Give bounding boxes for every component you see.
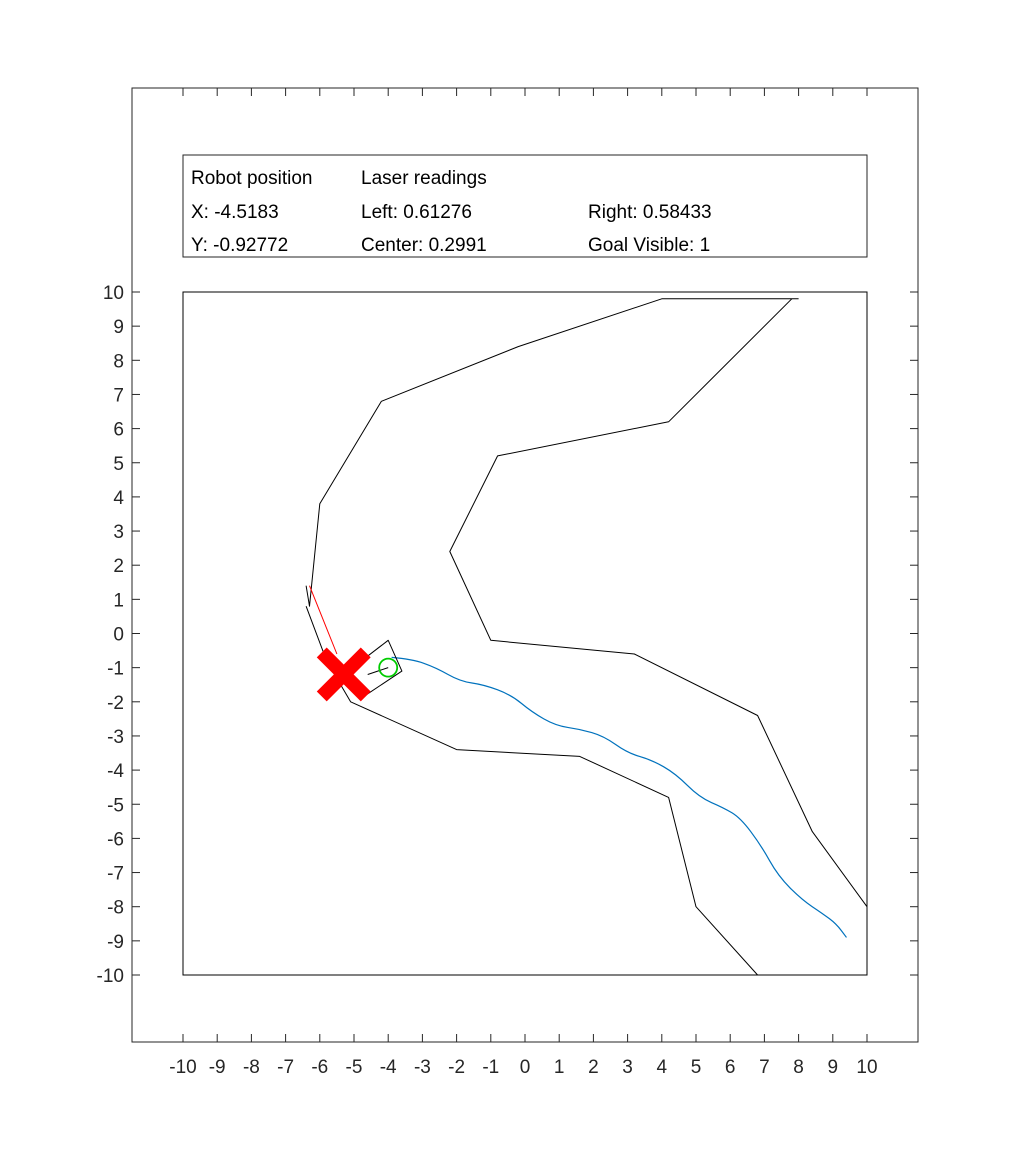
x-tick-label: -3 [414,1057,431,1078]
laser-beam [309,585,338,655]
axis-ticks [132,88,918,1042]
x-tick-label: 8 [793,1057,804,1078]
x-tick-label: -10 [169,1057,196,1078]
y-tick-label: 4 [113,488,124,509]
x-tick-label: -1 [482,1057,499,1078]
y-tick-label: 1 [113,590,124,611]
arena-boundary [182,291,868,976]
y-tick-label: 8 [113,351,124,372]
x-tick-label: -7 [277,1057,294,1078]
info-panel: Robot position Laser readings X: -4.5183… [182,154,868,258]
corridor-inner-wall [449,298,868,907]
y-tick-label: 0 [113,625,124,646]
y-tick-label: 7 [113,385,124,406]
x-tick-label: 0 [520,1057,531,1078]
y-tick-label: 3 [113,522,124,543]
x-tick-label: 3 [622,1057,633,1078]
x-tick-label: -8 [243,1057,260,1078]
y-tick-label: -10 [97,966,124,987]
y-tick-label: 10 [103,283,124,304]
x-tick-label: 2 [588,1057,599,1078]
robot-x-marker [316,647,371,702]
goal-circle-marker [378,657,399,678]
robot-trajectory [391,656,847,938]
plot-layer [305,298,868,976]
y-tick-label: -8 [107,898,124,919]
x-marker-stroke-b [316,647,371,702]
x-tick-label: -9 [209,1057,226,1078]
y-tick-label: -4 [107,761,124,782]
y-tick-label: 9 [113,317,124,338]
y-tick-label: 2 [113,556,124,577]
y-tick-label: -9 [107,932,124,953]
laser-center-readout: Center: 0.2991 [361,235,487,256]
laser-left-readout: Left: 0.61276 [361,202,472,223]
robot-position-header: Robot position [191,168,312,189]
y-tick-label: -5 [107,795,124,816]
laser-readings-header: Laser readings [361,168,487,189]
x-tick-label: 7 [759,1057,770,1078]
corridor-outer-wall-lower [305,606,758,976]
corridor-outer-wall-upper [305,298,799,607]
robot-x-readout: X: -4.5183 [191,202,279,223]
robot-y-readout: Y: -0.92772 [191,235,288,256]
x-tick-label: 4 [657,1057,668,1078]
y-tick-label: -6 [107,829,124,850]
y-tick-label: -3 [107,727,124,748]
robot-heading-line [367,667,389,675]
x-tick-label: 5 [691,1057,702,1078]
y-tick-label: -2 [107,693,124,714]
laser-right-readout: Right: 0.58433 [588,202,712,223]
x-tick-label: 6 [725,1057,736,1078]
x-tick-labels: -10 -9 -8 -7 -6 -5 -4 -3 -2 -1 0 1 2 3 4 5 6 7 8 9 10 [169,1057,877,1078]
info-panel-box [182,154,868,258]
y-tick-label: 5 [113,454,124,475]
x-tick-label: 1 [554,1057,565,1078]
x-tick-label: 10 [856,1057,877,1078]
y-tick-label: 6 [113,420,124,441]
y-tick-label: -7 [107,864,124,885]
y-tick-label: -1 [107,659,124,680]
x-tick-label: -4 [380,1057,397,1078]
x-tick-label: -6 [311,1057,328,1078]
x-tick-label: -2 [448,1057,465,1078]
x-tick-label: -5 [346,1057,363,1078]
goal-visible-readout: Goal Visible: 1 [588,235,710,256]
x-tick-label: 9 [828,1057,839,1078]
